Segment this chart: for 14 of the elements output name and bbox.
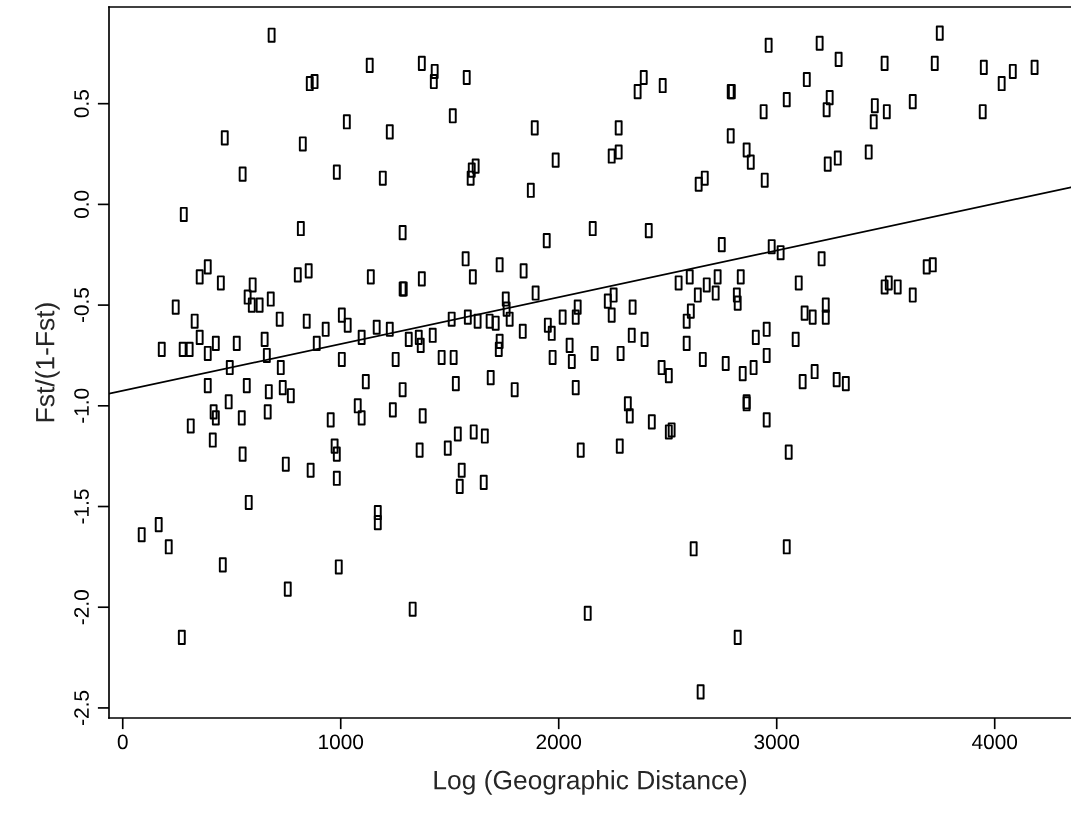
x-tick-label: 3000 <box>754 734 800 750</box>
y-tick-label: 0.0 <box>74 190 89 219</box>
y-tick-label: -1.0 <box>74 388 89 423</box>
y-axis-title: Fst/(1-Fst) <box>35 303 60 422</box>
x-tick-label: 0 <box>117 734 128 750</box>
y-tick-label: -0.5 <box>74 288 89 323</box>
y-tick-label: -1.5 <box>74 489 89 524</box>
x-tick-label: 4000 <box>972 734 1018 750</box>
x-tick-label: 1000 <box>319 734 364 750</box>
y-tick-label: -2.0 <box>74 590 89 625</box>
x-tick-label: 2000 <box>536 734 582 750</box>
y-tick-label: 0.5 <box>74 90 89 118</box>
x-axis-title: Log (Geographic Distance) <box>434 770 747 795</box>
y-tick-label: -2.5 <box>74 690 89 725</box>
